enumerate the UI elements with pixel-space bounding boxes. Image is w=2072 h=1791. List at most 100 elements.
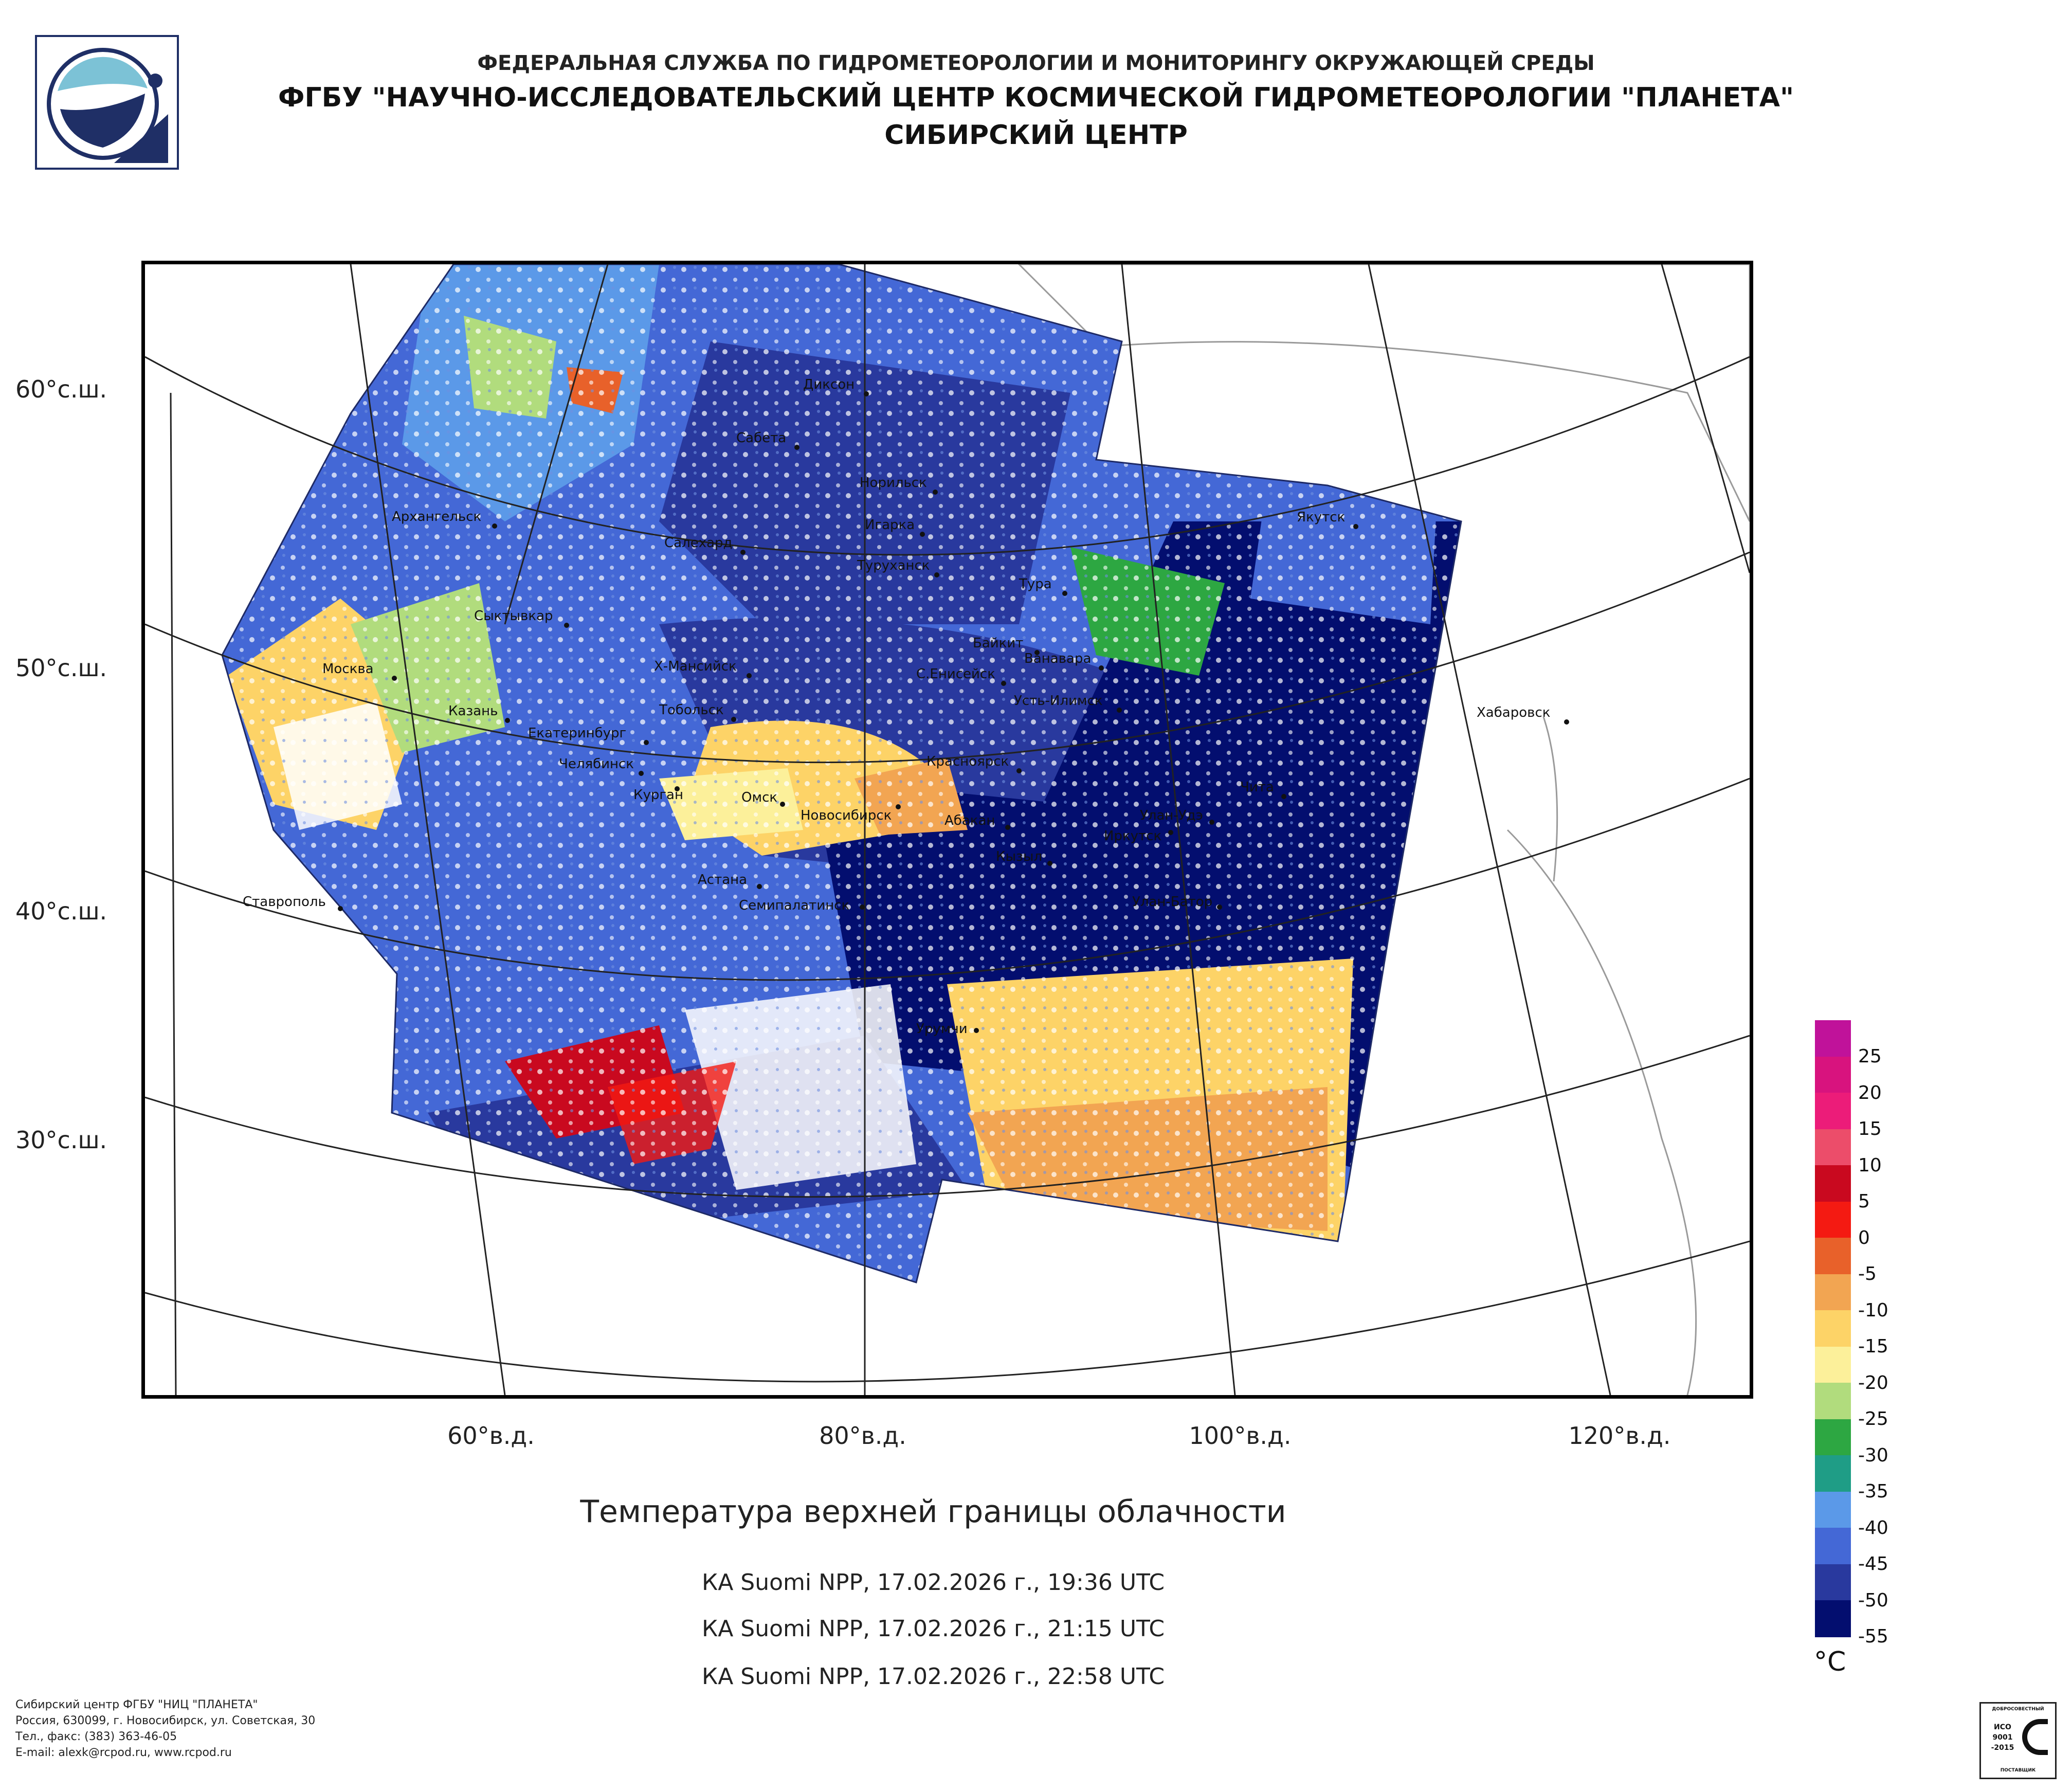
svg-text:Тобольск: Тобольск <box>659 702 724 718</box>
legend-swatch <box>1815 1274 1851 1311</box>
city-astana: Астана <box>698 872 762 889</box>
city-ekaterinburg: Екатеринбург <box>528 726 649 745</box>
legend-tick-label: 0 <box>1858 1227 1870 1249</box>
satellite-pass-2: КА Suomi NPP, 17.02.2026 г., 21:15 UTC <box>701 1616 1165 1642</box>
svg-text:Астана: Астана <box>698 872 747 888</box>
svg-text:Сыктывкар: Сыктывкар <box>474 608 553 624</box>
city-chita: Чита <box>1240 780 1286 799</box>
product-title: Температура верхней границы облачности <box>580 1494 1286 1530</box>
city-kyzyl: Кызыл <box>996 849 1052 866</box>
legend-swatch <box>1815 1238 1851 1275</box>
city-kazan: Казань <box>448 703 510 723</box>
city-khanty-mansiysk: Х-Мансийск <box>654 659 752 678</box>
svg-text:Усть-Илимск: Усть-Илимск <box>1014 693 1103 709</box>
footer-org: Сибирский центр ФГБУ "НИЦ "ПЛАНЕТА" <box>15 1698 258 1711</box>
city-moskva: Москва <box>322 661 397 681</box>
legend-swatch <box>1815 1491 1851 1528</box>
legend-tick-label: 15 <box>1858 1118 1882 1139</box>
legend-swatch <box>1815 1310 1851 1347</box>
legend-tick-label: 20 <box>1858 1082 1882 1103</box>
legend-tick-label: 25 <box>1858 1046 1882 1067</box>
city-chelyabinsk: Челябинск <box>559 756 644 776</box>
legend-tick-label: -25 <box>1858 1408 1888 1430</box>
svg-text:Салехард: Салехард <box>664 535 733 551</box>
city-salekhard: Салехард <box>664 535 746 555</box>
legend-swatch <box>1815 1056 1851 1093</box>
svg-text:Иркутск: Иркутск <box>1104 828 1161 844</box>
city-ust-ilimsk: Усть-Илимск <box>1014 693 1122 713</box>
city-dikson: Диксон <box>803 377 869 396</box>
legend-swatch <box>1815 1564 1851 1601</box>
lon-label-80: 80°в.д. <box>819 1422 906 1450</box>
legend-swatch <box>1815 1419 1851 1456</box>
cert-c-icon <box>2022 1719 2048 1755</box>
legend-swatch <box>1815 1346 1851 1383</box>
legend-tick-label: -30 <box>1858 1444 1888 1466</box>
city-tura: Тура <box>1019 576 1067 596</box>
svg-text:Урумчи: Урумчи <box>916 1021 968 1037</box>
svg-text:Сабета: Сабета <box>736 430 786 446</box>
map-canvas: Диксон Сабета Норильск Архангельск Игарк… <box>145 264 1750 1395</box>
city-abakan: Абакан <box>944 813 1010 830</box>
city-markers: Диксон Сабета Норильск Архангельск Игарк… <box>243 377 1569 1037</box>
city-ulan-ude: Улан-Удэ <box>1140 808 1214 825</box>
svg-text:Улан-Батор: Улан-Батор <box>1132 894 1212 910</box>
legend-tick-label: -20 <box>1858 1372 1888 1394</box>
footer-phone: Тел., факс: (383) 363-46-05 <box>15 1730 177 1743</box>
svg-text:Чита: Чита <box>1240 780 1274 795</box>
satellite-pass-3: КА Suomi NPP, 17.02.2026 г., 22:58 UTC <box>701 1663 1165 1690</box>
svg-text:Москва: Москва <box>322 661 374 677</box>
city-kurgan: Курган <box>633 786 683 803</box>
lat-label-30: 30°с.ш. <box>15 1126 107 1154</box>
city-arkhangelsk: Архангельск <box>392 509 497 529</box>
svg-text:Норильск: Норильск <box>860 475 927 491</box>
city-sabeta: Сабета <box>736 430 799 450</box>
legend-swatch <box>1815 1129 1851 1166</box>
city-yakutsk: Якутск <box>1297 510 1358 529</box>
legend-tick-label: -15 <box>1858 1336 1888 1357</box>
city-irkutsk: Иркутск <box>1104 828 1173 844</box>
svg-text:Байкит: Байкит <box>973 636 1023 651</box>
header-agency: ФЕДЕРАЛЬНАЯ СЛУЖБА ПО ГИДРОМЕТЕОРОЛОГИИ … <box>477 51 1595 75</box>
footer-contacts: E-mail: alexk@rcpod.ru, www.rcpod.ru <box>15 1746 232 1759</box>
legend-tick-label: -10 <box>1858 1299 1888 1321</box>
svg-text:Новосибирск: Новосибирск <box>801 808 892 823</box>
city-norilsk: Норильск <box>860 475 938 495</box>
lon-label-100: 100°в.д. <box>1189 1422 1292 1450</box>
footer-address: Россия, 630099, г. Новосибирск, ул. Сове… <box>15 1714 316 1727</box>
svg-text:Абакан: Абакан <box>944 813 995 828</box>
city-baykit: Байкит <box>973 636 1040 655</box>
svg-text:Челябинск: Челябинск <box>559 756 634 772</box>
legend-tick-label: 10 <box>1858 1154 1882 1176</box>
svg-text:Х-Мансийск: Х-Мансийск <box>654 659 737 674</box>
city-ulan-bator: Улан-Батор <box>1132 894 1222 910</box>
svg-text:Омск: Омск <box>741 790 777 805</box>
legend-tick-label: 5 <box>1858 1191 1870 1212</box>
svg-text:Красноярск: Красноярск <box>926 754 1009 769</box>
city-omsk: Омск <box>741 790 785 807</box>
satellite-map[interactable]: Диксон Сабета Норильск Архангельск Игарк… <box>141 261 1753 1399</box>
svg-text:Якутск: Якутск <box>1297 510 1345 525</box>
city-stavropol: Ставрополь <box>243 894 343 911</box>
svg-text:Улан-Удэ: Улан-Удэ <box>1140 808 1203 823</box>
legend-tick-label: -5 <box>1858 1263 1877 1285</box>
svg-text:Курган: Курган <box>633 787 683 803</box>
legend-tick-label: -45 <box>1858 1553 1888 1575</box>
city-khabarovsk: Хабаровск <box>1477 705 1569 725</box>
city-urumchi: Урумчи <box>916 1021 979 1037</box>
header-center: СИБИРСКИЙ ЦЕНТР <box>884 120 1188 151</box>
svg-text:Ставрополь: Ставрополь <box>243 894 326 910</box>
city-novosibirsk: Новосибирск <box>801 804 901 823</box>
svg-text:Туруханск: Туруханск <box>857 558 930 573</box>
city-turukhansk: Туруханск <box>857 558 939 577</box>
legend-tick-label: -50 <box>1858 1589 1888 1611</box>
svg-text:Хабаровск: Хабаровск <box>1477 705 1550 720</box>
legend-swatch <box>1815 1165 1851 1202</box>
city-tobolsk: Тобольск <box>659 702 736 722</box>
city-s-eniseysk: С.Енисейск <box>916 666 1006 686</box>
city-vanavara: Ванавара <box>1024 651 1104 671</box>
legend-swatch <box>1815 1093 1851 1130</box>
lat-label-50: 50°с.ш. <box>15 654 107 682</box>
city-syktyvkar: Сыктывкар <box>474 608 569 628</box>
legend-swatch <box>1815 1201 1851 1238</box>
